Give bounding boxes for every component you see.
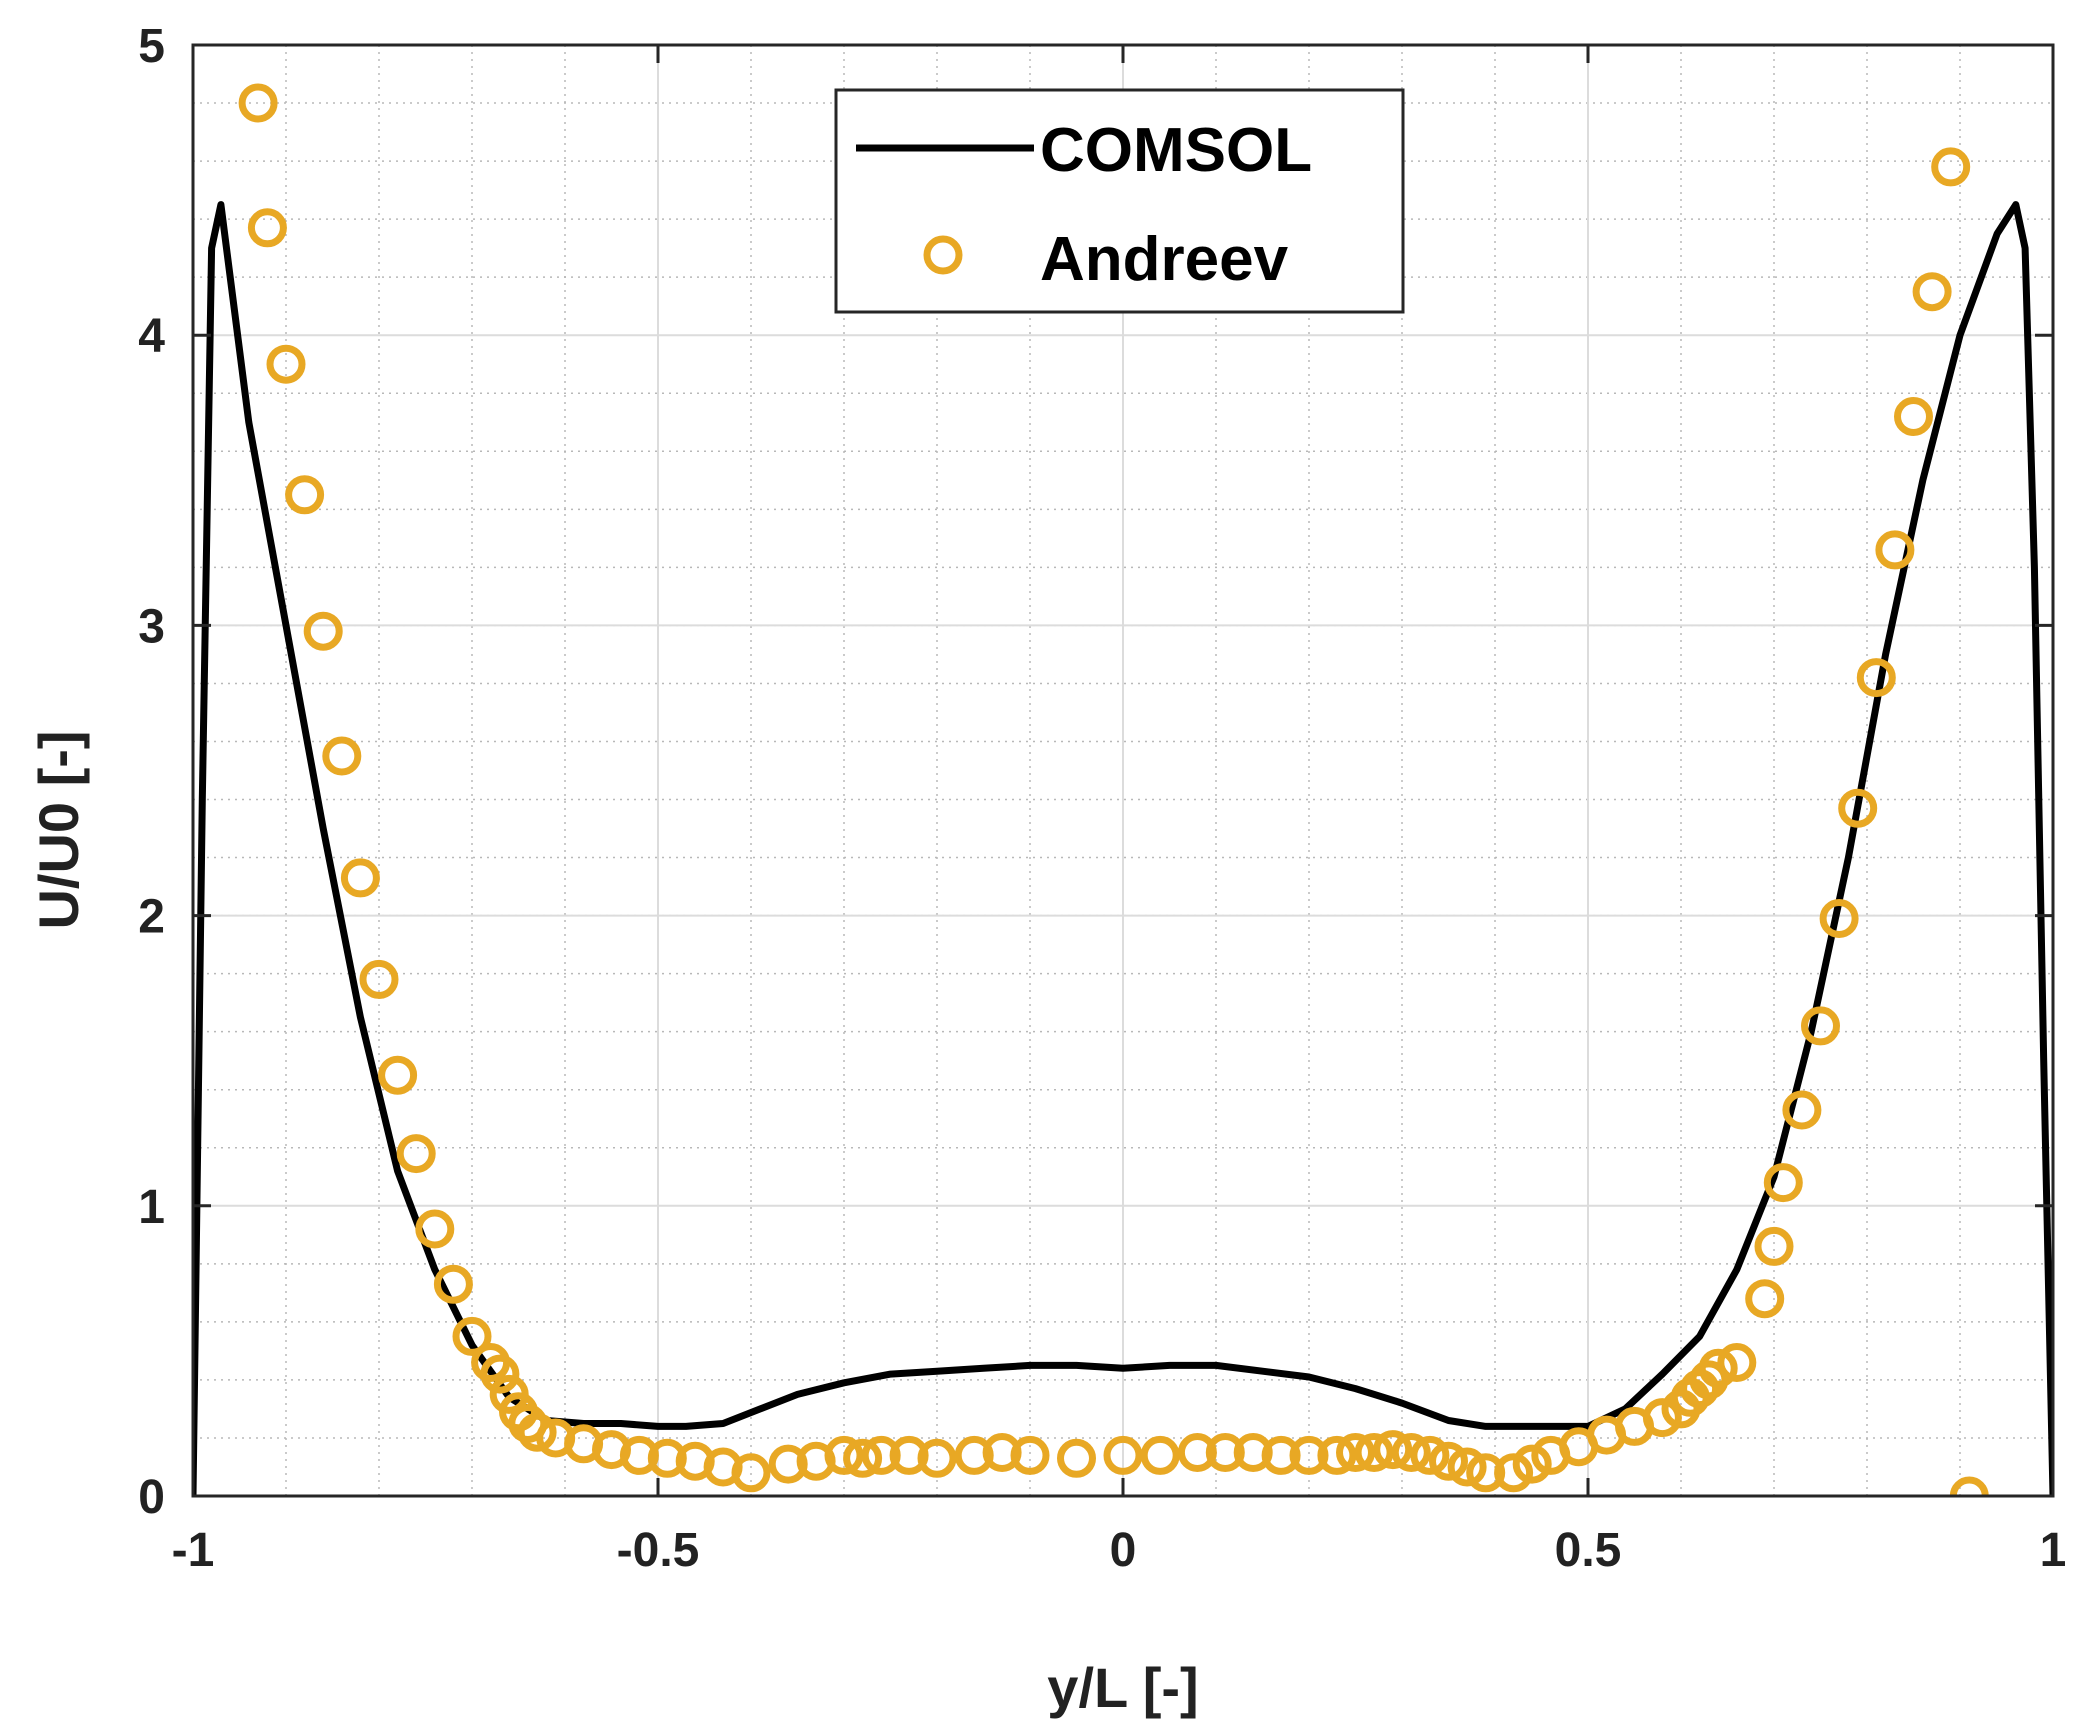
andreev-point <box>1057 1438 1096 1478</box>
andreev-point <box>1410 1435 1450 1475</box>
andreev-point <box>1698 1348 1738 1388</box>
y-tick-label: 4 <box>138 310 165 363</box>
series-line-comsol <box>193 201 2053 1496</box>
andreev-point <box>238 83 278 123</box>
andreev-point <box>1782 1090 1822 1130</box>
x-axis-label: y/L [-] <box>1047 1656 1198 1719</box>
andreev-point <box>1754 1226 1794 1266</box>
x-tick-label: -0.5 <box>617 1524 700 1577</box>
andreev-point <box>1642 1398 1682 1438</box>
andreev-point <box>1894 397 1933 436</box>
axis-ticks <box>191 43 2055 1498</box>
plot-series <box>193 83 2053 1496</box>
andreev-point <box>954 1435 994 1475</box>
andreev-point <box>1289 1435 1329 1475</box>
andreev-point <box>1010 1435 1050 1475</box>
andreev-point <box>378 1055 418 1095</box>
legend: COMSOL Andreev <box>834 88 1405 314</box>
andreev-point <box>768 1444 808 1484</box>
andreev-point <box>1317 1435 1357 1475</box>
andreev-point <box>1373 1430 1413 1470</box>
andreev-point <box>843 1438 883 1478</box>
y-tick-label: 5 <box>138 20 165 73</box>
andreev-point <box>889 1435 929 1475</box>
andreev-point <box>1140 1435 1180 1475</box>
andreev-point <box>1233 1433 1273 1472</box>
andreev-point <box>1717 1343 1757 1382</box>
andreev-point <box>396 1134 436 1174</box>
y-tick-label: 2 <box>138 891 165 944</box>
x-tick-label: 1 <box>2040 1524 2067 1577</box>
andreev-point <box>1512 1444 1552 1484</box>
andreev-point <box>1856 658 1896 698</box>
y-axis-label: U/U0 [-] <box>27 730 90 929</box>
andreev-point <box>1494 1453 1534 1493</box>
andreev-point <box>861 1435 901 1475</box>
andreev-point <box>1103 1435 1143 1475</box>
andreev-point <box>1177 1433 1217 1472</box>
legend-andreev-label: Andreev <box>1040 225 1289 294</box>
y-tick-label: 3 <box>138 600 165 653</box>
andreev-point <box>982 1433 1022 1472</box>
andreev-point <box>433 1264 473 1304</box>
andreev-point <box>1949 1476 1989 1496</box>
andreev-point <box>322 736 362 776</box>
x-tick-label: 0 <box>1110 1524 1137 1577</box>
andreev-point <box>452 1316 492 1356</box>
andreev-point <box>731 1453 771 1493</box>
andreev-point <box>1466 1453 1506 1493</box>
andreev-point <box>1931 147 1971 187</box>
x-tick-label: -1 <box>172 1524 215 1577</box>
andreev-point <box>1336 1433 1375 1472</box>
y-tick-label: 0 <box>138 1471 165 1524</box>
andreev-point <box>1838 788 1878 828</box>
legend-box <box>834 88 1405 314</box>
legend-andreev-marker <box>923 235 963 275</box>
plot-area <box>193 83 2053 1496</box>
andreev-point <box>1205 1433 1245 1472</box>
andreev-point <box>1354 1433 1394 1472</box>
andreev-point <box>1875 530 1915 570</box>
andreev-point <box>1763 1163 1803 1203</box>
x-tick-label: 0.5 <box>1555 1524 1622 1577</box>
andreev-point <box>359 959 399 999</box>
andreev-point <box>1261 1435 1301 1475</box>
y-tick-label: 1 <box>138 1181 165 1234</box>
andreev-point <box>917 1438 957 1478</box>
andreev-point <box>340 858 380 898</box>
andreev-point <box>285 475 325 515</box>
andreev-point <box>480 1354 520 1394</box>
andreev-point <box>647 1438 687 1478</box>
andreev-point <box>247 208 287 248</box>
andreev-point <box>1801 1006 1840 1046</box>
andreev-point <box>1391 1433 1431 1472</box>
legend-comsol-label: COMSOL <box>1040 116 1312 185</box>
andreev-point <box>415 1209 455 1249</box>
andreev-point <box>824 1435 864 1475</box>
andreev-point <box>1819 899 1859 938</box>
andreev-point <box>517 1412 557 1452</box>
andreev-point <box>1447 1447 1487 1487</box>
andreev-point <box>1745 1279 1785 1319</box>
andreev-point <box>1429 1441 1468 1481</box>
tick-labels: -1 -0.5 0 0.5 1 0 1 2 3 4 5 <box>138 20 2066 1577</box>
andreev-point <box>619 1435 659 1475</box>
andreev-point <box>303 611 343 651</box>
andreev-point <box>1912 272 1952 312</box>
andreev-point <box>266 344 306 384</box>
